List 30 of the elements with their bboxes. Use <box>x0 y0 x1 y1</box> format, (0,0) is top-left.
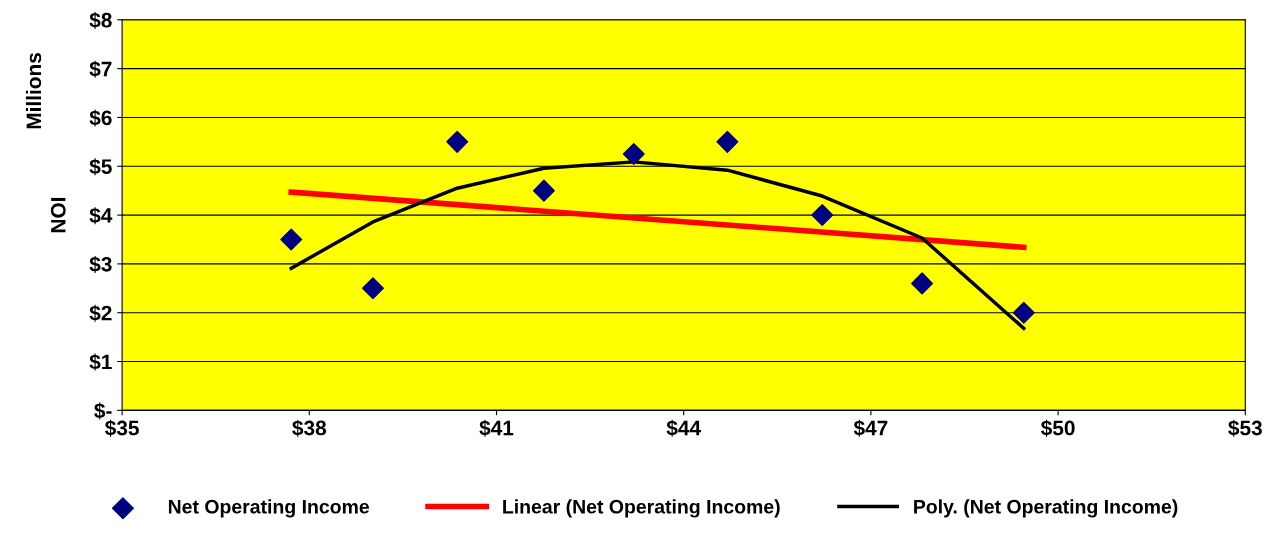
point <box>280 228 303 251</box>
point <box>622 143 645 166</box>
x-tick-label: $53 <box>1228 419 1262 437</box>
y-tick-label: $2 <box>89 304 112 322</box>
x-tick-label: $50 <box>1040 419 1075 437</box>
point <box>446 130 469 153</box>
y-tick-label: $6 <box>89 109 112 127</box>
y-tick-label: $1 <box>89 353 112 371</box>
x-tick-label: $47 <box>853 419 888 437</box>
text: Millions <box>25 53 42 129</box>
point <box>911 272 934 295</box>
legend-label: Linear (Net Operating Income) <box>503 499 780 518</box>
y-tick-label: $5 <box>89 158 112 176</box>
legend-label: Poly. (Net Operating Income) <box>914 499 1178 518</box>
legend-label: Net Operating Income <box>168 499 370 518</box>
x-tick-label: $41 <box>479 419 514 437</box>
point <box>532 179 555 202</box>
point <box>811 204 834 227</box>
y-tick-label: $4 <box>89 207 113 225</box>
x-tick-label: $44 <box>666 419 701 437</box>
y-tick-label: $7 <box>89 60 112 78</box>
point <box>1012 301 1035 324</box>
y-tick-label: $3 <box>89 255 112 273</box>
point <box>361 277 384 300</box>
y-tick-label: $8 <box>89 11 112 29</box>
y-tick-label: $- <box>94 402 112 420</box>
y-axis-title: NOI <box>50 197 66 233</box>
x-tick-label: $38 <box>292 419 327 437</box>
point <box>716 130 739 153</box>
x-tick-label: $35 <box>105 419 139 437</box>
